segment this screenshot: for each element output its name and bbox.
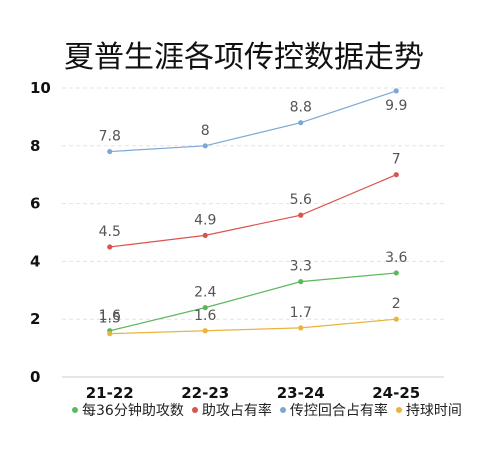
- data-label: 2: [392, 296, 401, 312]
- series-line: [109, 90, 397, 153]
- data-point: [393, 316, 399, 322]
- series-line: [109, 174, 397, 248]
- data-point: [298, 325, 304, 331]
- chart-title: 夏普生涯各项传控数据走势: [64, 40, 424, 75]
- data-point: [298, 279, 304, 285]
- legend-label: 持球时间: [405, 403, 462, 419]
- y-tick-label: 2: [30, 310, 40, 328]
- y-tick-label: 10: [30, 79, 51, 97]
- data-label: 7.8: [99, 129, 121, 145]
- data-label: 2.4: [194, 285, 216, 301]
- series-line: [109, 272, 397, 332]
- data-label: 1.7: [290, 305, 312, 321]
- data-label: 7: [392, 152, 401, 168]
- data-point: [202, 305, 208, 311]
- data-label: 4.5: [99, 224, 121, 240]
- legend-marker-icon: [279, 407, 286, 413]
- data-label: 5.6: [290, 192, 312, 208]
- axes: 0 2 4 6 8 10 21-22 22-23 23-24 24-25: [30, 79, 444, 402]
- legend-marker-icon: [72, 407, 78, 413]
- y-tick-label: 4: [30, 252, 40, 270]
- legend-item[interactable]: 助攻占有率: [191, 401, 272, 422]
- series-line: [109, 318, 397, 335]
- legend-item[interactable]: 持球时间: [395, 401, 462, 422]
- data-label: 9.9: [385, 98, 407, 114]
- data-labels: 1.62.43.33.64.54.95.677.8 88.8 9.91.5 1.6 1.…: [99, 98, 408, 327]
- grid-lines: [62, 87, 444, 320]
- data-point: [298, 120, 304, 126]
- data-point: [202, 232, 208, 238]
- y-tick-label: 6: [30, 195, 40, 213]
- legend-marker-icon: [395, 407, 402, 413]
- legend-item[interactable]: 传控回合占有率: [279, 401, 388, 422]
- data-label: 8: [201, 123, 210, 139]
- x-tick-label: 22-23: [181, 384, 229, 402]
- x-tick-label: 21-22: [86, 384, 134, 402]
- data-label: 8.8: [290, 100, 312, 116]
- data-point: [107, 244, 113, 250]
- x-tick-label: 24-25: [372, 384, 420, 402]
- y-tick-label: 8: [30, 137, 40, 155]
- legend: 每36分钟助攻数 助攻占有率 传控回合占有率 持球时间: [72, 401, 472, 422]
- data-point: [393, 88, 399, 94]
- legend-item[interactable]: 每36分钟助攻数: [72, 401, 184, 422]
- data-point: [107, 148, 113, 155]
- data-point: [202, 143, 208, 149]
- series-lines: [107, 88, 399, 337]
- x-tick-label: 23-24: [277, 384, 325, 402]
- legend-label: 助攻占有率: [201, 403, 272, 419]
- data-label: 1.6: [194, 308, 216, 324]
- data-label: 1.5: [99, 311, 121, 327]
- data-point: [107, 331, 113, 337]
- data-label: 3.6: [385, 250, 407, 266]
- y-tick-label: 0: [30, 368, 40, 386]
- data-point: [393, 270, 399, 276]
- legend-label: 传控回合占有率: [289, 403, 388, 419]
- legend-marker-icon: [191, 407, 198, 413]
- legend-label: 每36分钟助攻数: [82, 403, 184, 419]
- data-label: 3.3: [290, 259, 312, 275]
- data-point: [393, 172, 399, 178]
- data-point: [298, 212, 304, 218]
- data-point: [202, 328, 208, 334]
- data-label: 4.9: [194, 212, 216, 228]
- data-label: 1.6: [99, 308, 121, 324]
